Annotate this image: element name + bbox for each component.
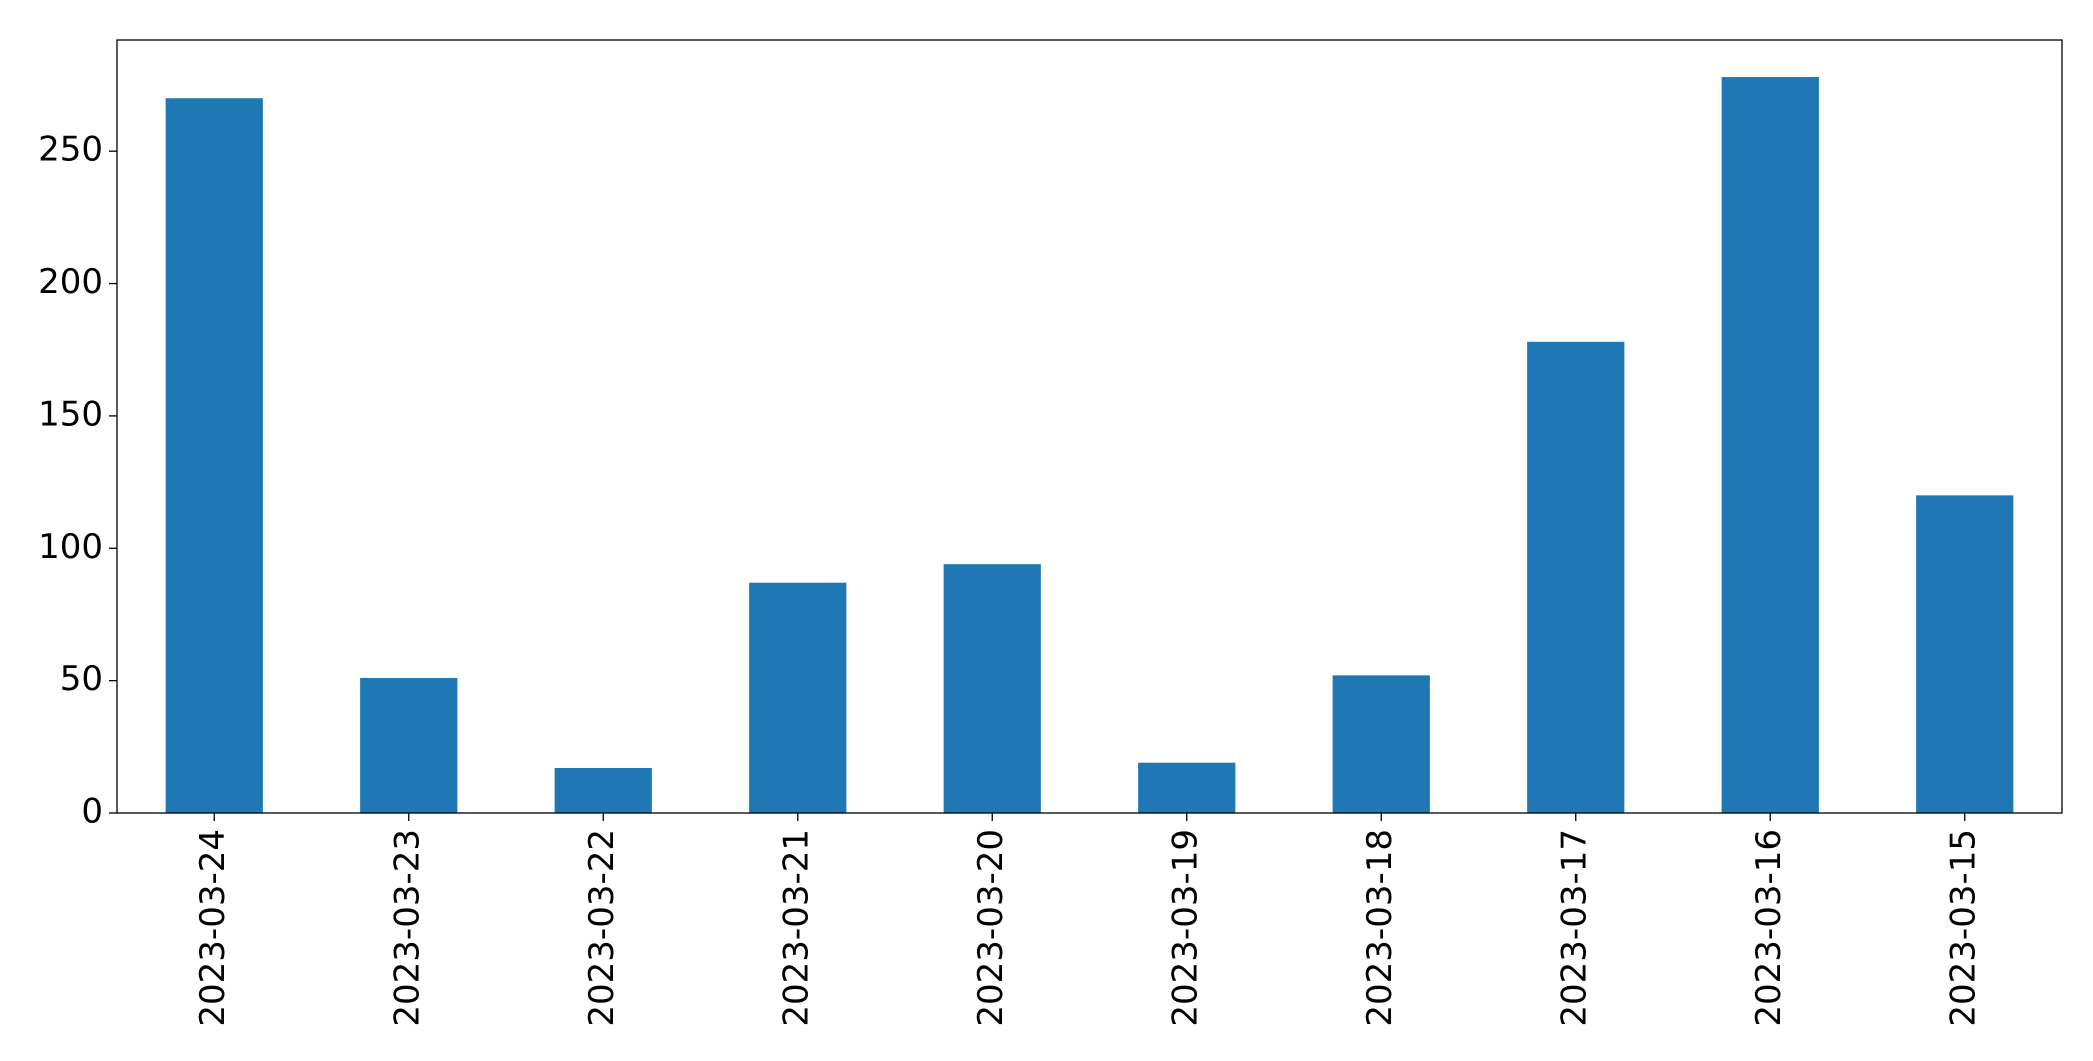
y-tick-label: 150 xyxy=(38,394,103,434)
bar xyxy=(165,98,263,813)
bar xyxy=(1527,341,1625,813)
x-tick-label: 2023-03-17 xyxy=(1554,829,1594,1027)
y-tick-label: 50 xyxy=(60,659,103,699)
x-tick-label: 2023-03-21 xyxy=(776,829,816,1027)
y-tick-label: 200 xyxy=(38,262,103,302)
bar xyxy=(749,582,847,813)
x-tick-label: 2023-03-15 xyxy=(1943,829,1983,1027)
bar xyxy=(1332,675,1430,813)
x-tick-label: 2023-03-23 xyxy=(387,829,427,1027)
bar xyxy=(360,677,458,813)
x-tick-label: 2023-03-22 xyxy=(582,829,622,1027)
x-tick-label: 2023-03-16 xyxy=(1749,829,1789,1027)
y-tick-label: 100 xyxy=(38,527,103,567)
bar xyxy=(1916,495,2014,813)
x-tick-label: 2023-03-19 xyxy=(1165,829,1205,1027)
bar xyxy=(554,767,652,813)
x-tick-label: 2023-03-20 xyxy=(971,829,1011,1027)
x-tick-label: 2023-03-18 xyxy=(1360,829,1400,1027)
x-tick-label: 2023-03-24 xyxy=(193,829,233,1027)
plot-frame xyxy=(116,39,2063,814)
bar xyxy=(943,564,1041,813)
y-tick-label: 0 xyxy=(81,792,103,832)
bar xyxy=(1721,77,1819,813)
y-tick-label: 250 xyxy=(38,130,103,170)
bar xyxy=(1138,762,1236,813)
